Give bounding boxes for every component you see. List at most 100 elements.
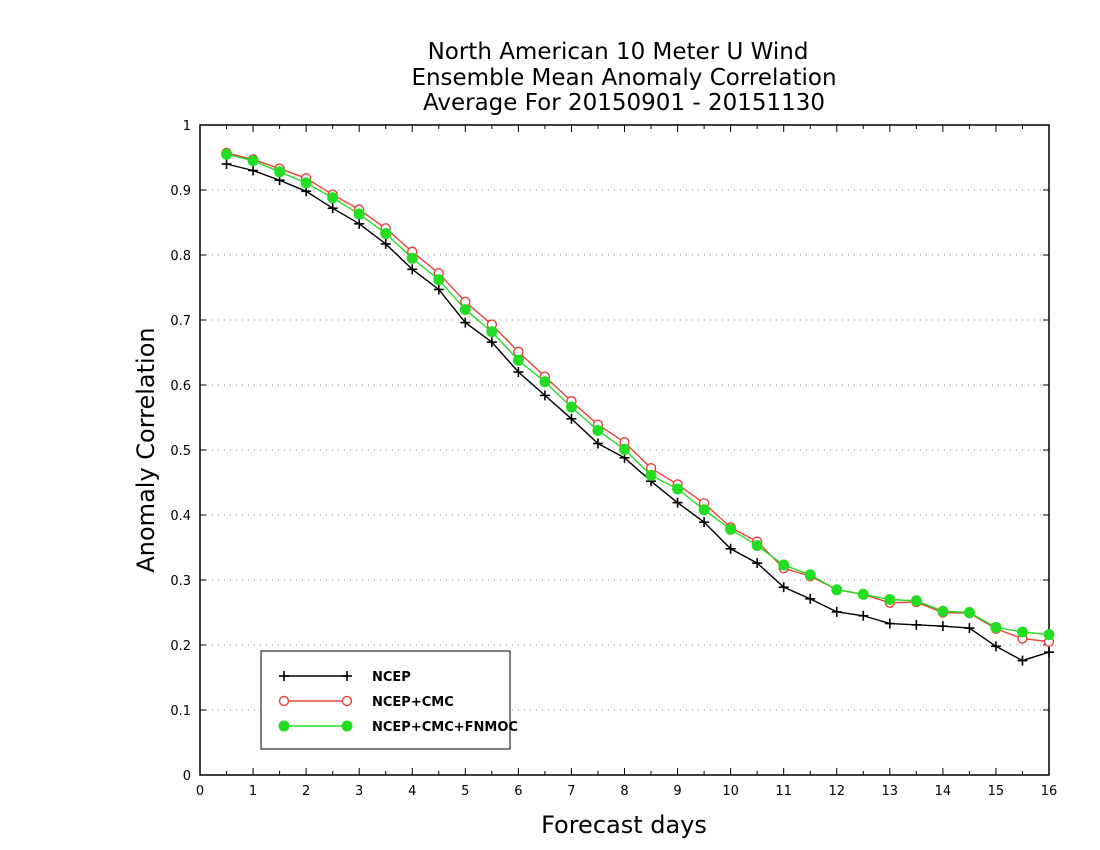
data-point [831, 584, 843, 596]
data-point [460, 317, 471, 328]
legend: NCEP NCEP+CMC NCEP+CMC+FNMOC [260, 650, 518, 750]
data-point [221, 148, 233, 160]
data-point [884, 618, 895, 629]
chart-title-line-2: Ensemble Mean Anomaly Correlation [411, 65, 836, 91]
data-point [858, 610, 869, 621]
legend-item: NCEP [279, 670, 411, 685]
data-point [990, 641, 1001, 652]
data-point [247, 155, 259, 167]
data-point [513, 367, 524, 377]
legend-marker [342, 671, 352, 681]
y-axis-title: Anomaly Correlation [132, 327, 160, 572]
chart-title-line-1: North American 10 Meter U Wind [428, 39, 809, 65]
series-ncep-cmc-fnmoc [221, 148, 1055, 641]
data-point [353, 208, 365, 220]
chart-title-line-3: Average For 20150901 - 20151130 [423, 90, 825, 116]
data-point [937, 605, 949, 617]
data-point [964, 623, 975, 634]
data-point [486, 326, 498, 338]
legend-marker [278, 720, 290, 732]
data-point [1016, 626, 1028, 638]
legend-item: NCEP+CMC+FNMOC [278, 720, 518, 735]
data-point [274, 166, 286, 178]
legend-box [260, 650, 511, 750]
plot-frame [199, 124, 1050, 776]
x-tick-label: 10 [722, 784, 739, 799]
legend-label: NCEP+CMC+FNMOC [372, 720, 518, 735]
data-point [725, 543, 736, 554]
data-point [884, 594, 896, 605]
series-line [226, 153, 1050, 636]
data-point [645, 469, 657, 481]
y-tick-label: 1 [183, 119, 191, 134]
data-point [672, 483, 684, 495]
series-lines [221, 147, 1055, 666]
data-point [221, 159, 232, 169]
data-point [911, 619, 922, 630]
data-point [380, 238, 391, 249]
data-point [380, 228, 392, 240]
series-line [226, 152, 1050, 643]
data-point [248, 165, 259, 176]
data-point [407, 264, 418, 275]
legend-marker [341, 720, 353, 732]
y-tick-label: 0.5 [170, 444, 191, 459]
data-point [433, 284, 444, 295]
data-point [698, 504, 710, 516]
data-point [1043, 629, 1055, 641]
data-point [990, 621, 1002, 633]
data-point [433, 274, 445, 286]
legend-marker [341, 695, 353, 707]
x-tick-label: 12 [828, 784, 845, 799]
x-tick-label: 0 [196, 784, 204, 799]
x-tick-label: 11 [775, 784, 792, 799]
y-tick-label: 0 [183, 769, 191, 784]
data-point [459, 304, 471, 316]
data-point [1017, 655, 1028, 666]
data-point [300, 177, 312, 189]
x-tick-label: 16 [1041, 784, 1058, 799]
data-point [566, 413, 577, 424]
legend-item: NCEP+CMC [278, 695, 454, 710]
data-point [857, 588, 869, 600]
x-tick-label: 13 [882, 784, 899, 799]
y-tick-label: 0.8 [170, 249, 191, 264]
axes: 00.10.20.30.40.50.60.70.80.910 1 2 3 4 5 6 7 8 9 1… [170, 119, 1057, 799]
data-point [327, 203, 338, 214]
data-point [910, 595, 922, 607]
data-point [751, 540, 763, 552]
x-tick-label: 5 [461, 784, 469, 799]
data-point [778, 582, 789, 593]
series-ncep-cmc [221, 147, 1055, 647]
data-point [804, 569, 816, 581]
x-tick-label: 14 [935, 784, 952, 799]
x-tick-label: 3 [355, 784, 363, 799]
y-tick-label: 0.1 [170, 704, 191, 719]
x-tick-label: 7 [567, 784, 575, 799]
y-tick-label: 0.2 [170, 639, 191, 654]
legend-marker [278, 695, 290, 707]
data-point [406, 252, 418, 264]
y-tick-label: 0.9 [170, 184, 191, 199]
data-point [539, 376, 551, 388]
legend-label: NCEP+CMC [372, 695, 454, 710]
data-point [963, 607, 975, 618]
data-point [512, 354, 524, 366]
series-ncep [221, 159, 1054, 666]
data-point [752, 558, 763, 569]
x-tick-label: 9 [673, 784, 681, 799]
data-point [1044, 647, 1054, 658]
data-point [565, 401, 577, 413]
y-tick-label: 0.7 [170, 314, 191, 329]
y-tick-label: 0.6 [170, 379, 191, 394]
y-tick-label: 0.4 [170, 509, 191, 524]
x-axis-title: Forecast days [541, 811, 707, 839]
x-tick-label: 8 [620, 784, 628, 799]
x-tick-label: 6 [514, 784, 522, 799]
data-point [672, 497, 683, 508]
x-tick-label: 15 [988, 784, 1005, 799]
data-point [619, 443, 630, 455]
legend-label: NCEP [372, 670, 411, 685]
data-point [699, 517, 710, 528]
data-point [486, 337, 497, 348]
